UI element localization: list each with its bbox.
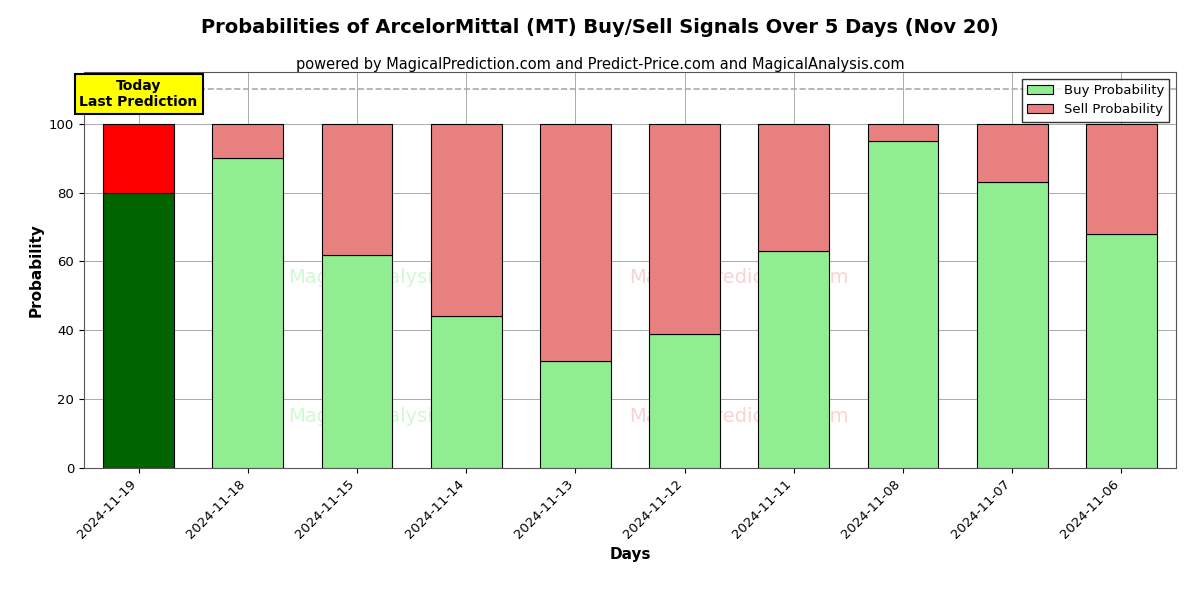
Bar [868,141,938,468]
Bar [1086,234,1157,468]
Bar [868,124,938,141]
Bar [212,158,283,468]
Bar [1086,124,1157,234]
Text: MagicalAnalysis.com: MagicalAnalysis.com [288,268,491,287]
Bar [758,251,829,468]
Text: MagicalPrediction.com: MagicalPrediction.com [630,407,848,426]
Bar [540,361,611,468]
Y-axis label: Probability: Probability [29,223,43,317]
Bar [431,316,502,468]
Bar [103,124,174,193]
Bar [212,124,283,158]
Bar [322,124,392,254]
Text: Today
Last Prediction: Today Last Prediction [79,79,198,109]
Text: powered by MagicalPrediction.com and Predict-Price.com and MagicalAnalysis.com: powered by MagicalPrediction.com and Pre… [295,57,905,72]
Bar [649,334,720,468]
Bar [540,124,611,361]
Bar [103,193,174,468]
Text: MagicalPrediction.com: MagicalPrediction.com [630,268,848,287]
Bar [649,124,720,334]
Text: MagicalAnalysis.com: MagicalAnalysis.com [288,407,491,426]
Bar [977,124,1048,182]
Bar [758,124,829,251]
Legend: Buy Probability, Sell Probability: Buy Probability, Sell Probability [1021,79,1170,122]
X-axis label: Days: Days [610,547,650,562]
Text: Probabilities of ArcelorMittal (MT) Buy/Sell Signals Over 5 Days (Nov 20): Probabilities of ArcelorMittal (MT) Buy/… [202,18,998,37]
Bar [431,124,502,316]
Bar [322,254,392,468]
Bar [977,182,1048,468]
